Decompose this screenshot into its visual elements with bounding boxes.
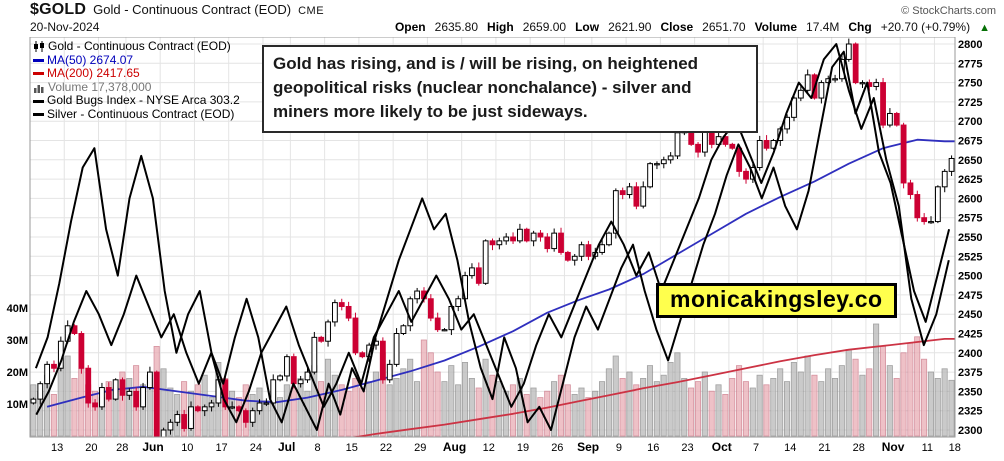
svg-text:10: 10: [181, 442, 193, 454]
svg-text:20M: 20M: [7, 367, 28, 379]
svg-text:2600: 2600: [958, 193, 982, 205]
svg-text:17: 17: [215, 442, 227, 454]
volume-bars-icon: [34, 84, 44, 93]
svg-text:2475: 2475: [958, 290, 982, 302]
svg-text:2625: 2625: [958, 174, 982, 186]
annotation-note: Gold has rising, and is / will be rising…: [262, 45, 758, 133]
svg-text:8: 8: [314, 442, 320, 454]
svg-text:22: 22: [380, 442, 392, 454]
svg-text:12: 12: [483, 442, 495, 454]
open-value: 2635.80: [434, 20, 479, 34]
high-label: High: [487, 20, 514, 34]
svg-text:14: 14: [784, 442, 796, 454]
legend-row-gold: Gold - Continuous Contract (EOD): [33, 39, 240, 54]
svg-text:16: 16: [647, 442, 659, 454]
legend-row-volume: Volume 17,378,000: [33, 80, 240, 95]
ma50-line-swatch: [33, 58, 44, 62]
svg-text:2300: 2300: [958, 425, 982, 437]
svg-text:2550: 2550: [958, 232, 982, 244]
svg-text:2750: 2750: [958, 78, 982, 90]
watermark-label: monicakingsley.co: [656, 283, 897, 318]
chart-legend: Gold - Continuous Contract (EOD) MA(50) …: [33, 39, 240, 122]
svg-text:2800: 2800: [958, 39, 982, 51]
svg-text:Jun: Jun: [142, 440, 163, 454]
high-value: 2659.00: [522, 20, 567, 34]
svg-text:10M: 10M: [7, 399, 28, 411]
open-label: Open: [394, 20, 426, 34]
gold-bugs-line-swatch: [33, 99, 44, 103]
legend-row-gold-bugs: Gold Bugs Index - NYSE Arca 303.2: [33, 94, 240, 108]
svg-text:28: 28: [853, 442, 865, 454]
svg-text:2450: 2450: [958, 309, 982, 321]
svg-text:28: 28: [116, 442, 128, 454]
legend-row-ma50: MA(50) 2674.07: [33, 53, 240, 68]
instrument-name: Gold - Continuous Contract (EOD): [93, 2, 292, 17]
svg-text:30M: 30M: [7, 335, 28, 347]
svg-text:2400: 2400: [958, 348, 982, 360]
close-label: Close: [660, 20, 694, 34]
symbol: $GOLD: [30, 1, 87, 18]
ohlc-quote: Open 2635.80 High 2659.00 Low 2621.90 Cl…: [395, 20, 990, 34]
up-arrow-icon: ▲: [979, 22, 990, 34]
chart-date: 20-Nov-2024: [30, 20, 100, 34]
exchange-label: CME: [298, 5, 325, 17]
svg-text:2350: 2350: [958, 386, 982, 398]
chart-header: $GOLD Gold - Continuous Contract (EOD) C…: [30, 1, 996, 19]
silver-line-swatch: [33, 113, 44, 117]
svg-text:2500: 2500: [958, 271, 982, 283]
legend-row-silver: Silver - Continuous Contract (EOD): [33, 107, 240, 122]
svg-text:2325: 2325: [958, 406, 982, 418]
svg-text:24: 24: [250, 442, 262, 454]
svg-text:18: 18: [949, 442, 961, 454]
svg-text:29: 29: [414, 442, 426, 454]
svg-text:2775: 2775: [958, 58, 982, 70]
low-label: Low: [575, 20, 600, 34]
copyright: © StockCharts.com: [901, 5, 996, 17]
close-value: 2651.70: [702, 20, 746, 34]
svg-text:2375: 2375: [958, 367, 982, 379]
chg-label: Chg: [848, 20, 872, 34]
legend-row-ma200: MA(200) 2417.65: [33, 67, 240, 81]
svg-text:2650: 2650: [958, 155, 982, 167]
svg-text:Nov: Nov: [882, 440, 905, 454]
svg-text:15: 15: [346, 442, 358, 454]
svg-text:2525: 2525: [958, 251, 982, 263]
svg-text:2700: 2700: [958, 116, 982, 128]
svg-text:2425: 2425: [958, 329, 982, 341]
svg-text:26: 26: [551, 442, 563, 454]
svg-text:19: 19: [517, 442, 529, 454]
ma200-line-swatch: [33, 72, 44, 76]
low-value: 2621.90: [608, 20, 652, 34]
svg-text:21: 21: [818, 442, 830, 454]
svg-text:13: 13: [51, 442, 63, 454]
svg-text:40M: 40M: [7, 303, 28, 315]
chg-value: +20.70 (+0.79%): [880, 20, 971, 34]
quote-row: 20-Nov-2024 Open 2635.80 High 2659.00 Lo…: [30, 20, 990, 34]
svg-text:20: 20: [85, 442, 97, 454]
svg-text:2575: 2575: [958, 213, 982, 225]
svg-text:9: 9: [616, 442, 622, 454]
svg-text:Oct: Oct: [712, 440, 732, 454]
svg-text:23: 23: [681, 442, 693, 454]
svg-text:11: 11: [922, 442, 933, 454]
svg-text:Aug: Aug: [443, 440, 466, 454]
svg-text:2725: 2725: [958, 97, 982, 109]
svg-text:Jul: Jul: [278, 440, 295, 454]
volume-value: 17.4M: [806, 20, 840, 34]
volume-label: Volume: [754, 20, 798, 34]
svg-text:7: 7: [753, 442, 759, 454]
svg-text:Sep: Sep: [577, 440, 599, 454]
svg-text:2675: 2675: [958, 136, 982, 148]
candlestick-icon: [34, 41, 44, 53]
